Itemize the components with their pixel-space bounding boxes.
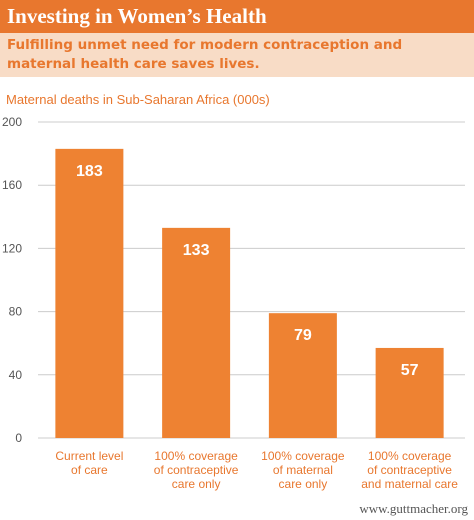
category-label-line: care only xyxy=(279,477,328,491)
category-label-line: of contraceptive xyxy=(154,463,239,477)
y-tick-label-160: 160 xyxy=(2,178,22,192)
category-label-line: of care xyxy=(71,463,108,477)
y-tick-label-120: 120 xyxy=(2,241,22,255)
category-label-3: 100% coverage of contraceptive and materna… xyxy=(361,449,458,491)
bar-0 xyxy=(55,148,124,439)
category-label-0: Current level of care xyxy=(55,449,123,477)
y-tick-label-0: 0 xyxy=(15,431,22,445)
category-label-line: care only xyxy=(172,477,221,491)
bar-value-label-2: 79 xyxy=(294,327,312,344)
page-title: Investing in Women’s Health xyxy=(7,4,267,28)
category-label-line: of contraceptive xyxy=(367,463,452,477)
category-label-line: 100% coverage xyxy=(261,449,345,463)
bar-value-label-1: 133 xyxy=(183,242,210,259)
bar-value-label-0: 183 xyxy=(76,163,103,180)
y-tick-label-40: 40 xyxy=(9,368,23,382)
bar-2 xyxy=(268,313,337,438)
subtitle-bar: Fulfilling unmet need for modern contrac… xyxy=(0,33,474,77)
category-label-2: 100% coverage of maternal care only xyxy=(261,449,345,491)
category-label-line: and maternal care xyxy=(361,477,458,491)
category-label-1: 100% coverage of contraceptive care only xyxy=(154,449,239,491)
page-subtitle: Fulfilling unmet need for modern contrac… xyxy=(7,37,403,72)
y-tick-label-200: 200 xyxy=(2,115,22,129)
category-label-line: Current level xyxy=(55,449,123,463)
category-label-line: of maternal xyxy=(273,463,333,477)
bar-value-label-3: 57 xyxy=(401,362,419,379)
chart-title: Maternal deaths in Sub-Saharan Africa (0… xyxy=(6,92,270,107)
title-bar: Investing in Women’s Health xyxy=(0,0,474,33)
bar-3 xyxy=(375,347,444,438)
category-label-line: 100% coverage xyxy=(368,449,452,463)
y-tick-label-80: 80 xyxy=(9,305,23,319)
category-label-line: 100% coverage xyxy=(154,449,238,463)
bar-1 xyxy=(162,227,231,438)
source-credit: www.guttmacher.org xyxy=(359,501,468,516)
